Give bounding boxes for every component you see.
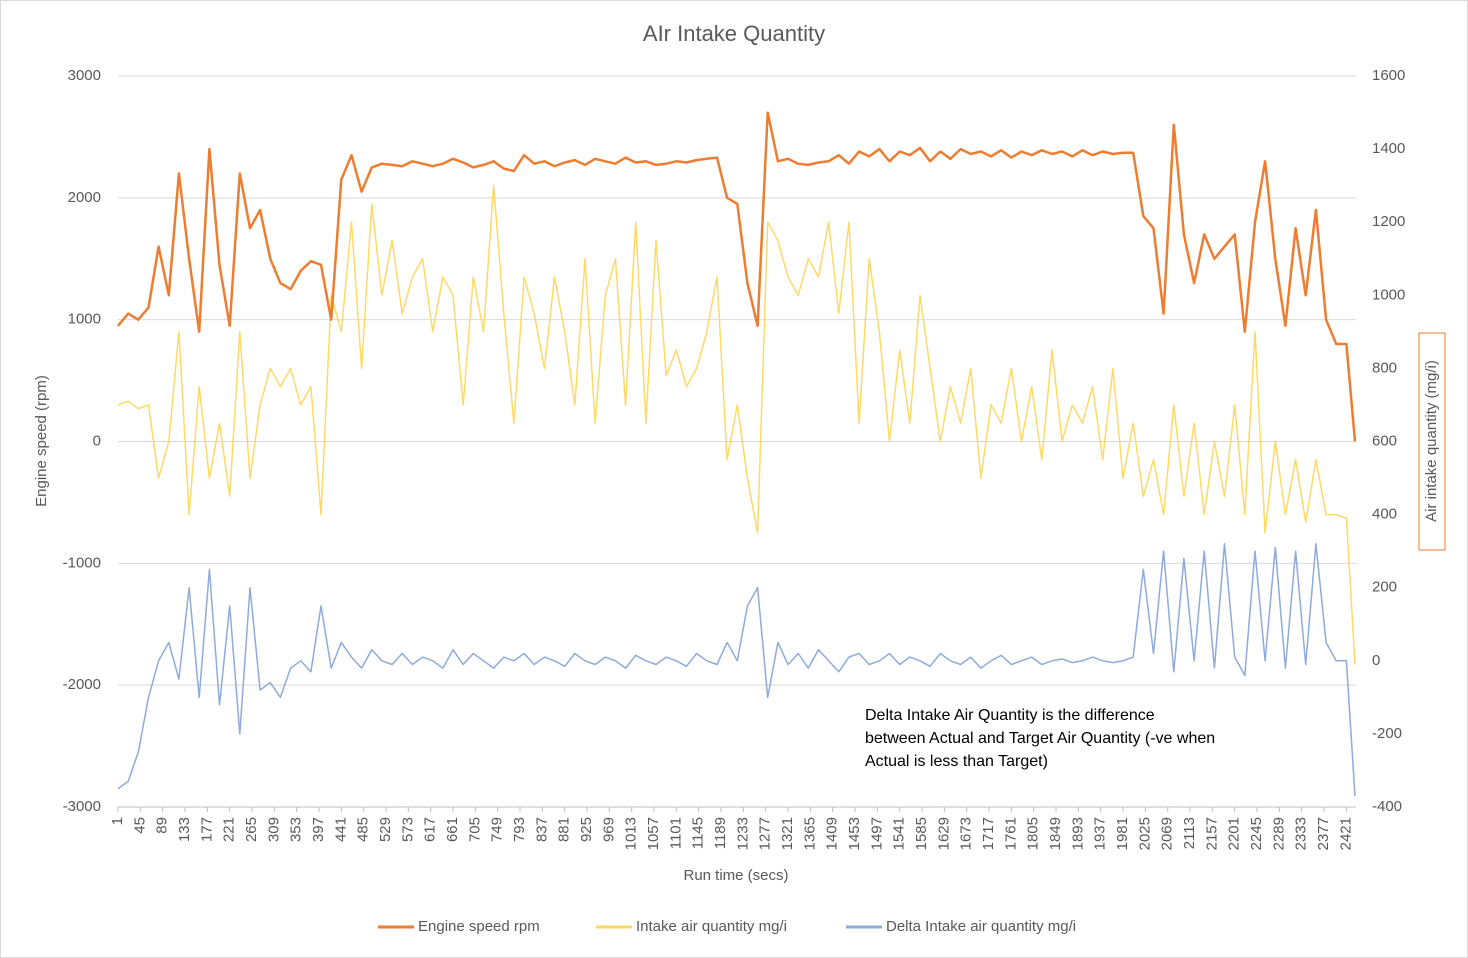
x-tick-label: 1541 — [891, 817, 908, 850]
x-tick-label: 221 — [221, 817, 238, 842]
legend-label: Delta Intake air quantity mg/i — [886, 918, 1076, 935]
x-tick-label: 2113 — [1181, 817, 1198, 849]
y-tick-label: 3000 — [68, 67, 101, 84]
x-tick-label: 1849 — [1047, 817, 1064, 850]
x-tick-label: 2201 — [1226, 817, 1243, 850]
x-tick-label: 1629 — [935, 817, 952, 850]
y-tick-label: -2000 — [63, 676, 101, 693]
y2-tick-label: 800 — [1372, 359, 1397, 376]
y2-tick-label: 600 — [1372, 432, 1397, 449]
x-tick-label: 309 — [265, 817, 282, 842]
y2-tick-label: 200 — [1372, 579, 1397, 596]
x-tick-label: 1365 — [801, 817, 818, 850]
y2-tick-label: 400 — [1372, 506, 1397, 523]
x-tick-label: 837 — [533, 817, 550, 842]
x-tick-label: 441 — [332, 817, 349, 842]
x-tick-label: 705 — [466, 817, 483, 842]
x-tick-label: 1057 — [645, 817, 662, 850]
y-tick-label: 2000 — [68, 189, 101, 206]
y2-tick-label: 1200 — [1372, 213, 1405, 230]
x-tick-label: 1101 — [667, 817, 684, 849]
y-tick-label: 0 — [93, 432, 101, 449]
x-tick-label: 617 — [422, 817, 439, 842]
x-tick-label: 2421 — [1337, 817, 1354, 850]
x-tick-label: 353 — [288, 817, 305, 842]
x-tick-label: 1673 — [958, 817, 975, 850]
x-tick-label: 925 — [578, 817, 595, 842]
x-tick-label: 529 — [377, 817, 394, 842]
y2-axis-label: Air intake quantity (mg/i) — [1423, 360, 1440, 522]
x-tick-label: 89 — [154, 817, 171, 834]
y2-tick-label: -200 — [1372, 725, 1402, 742]
annotation: Actual is less than Target) — [865, 753, 1048, 770]
legend-label: Intake air quantity mg/i — [636, 918, 787, 935]
x-tick-label: 793 — [511, 817, 528, 842]
x-tick-label: 1981 — [1114, 817, 1131, 850]
x-tick-label: 1717 — [980, 817, 997, 850]
x-tick-label: 1497 — [868, 817, 885, 850]
y2-tick-label: 1000 — [1372, 286, 1405, 303]
x-tick-label: 1233 — [734, 817, 751, 850]
x-tick-label: 45 — [131, 817, 148, 834]
x-tick-label: 1321 — [779, 817, 796, 850]
chart-title: AIr Intake Quantity — [643, 21, 825, 46]
y2-axis-label-box — [1418, 332, 1446, 551]
x-tick-label: 1937 — [1092, 817, 1109, 850]
x-tick-label: 2289 — [1270, 817, 1287, 850]
y2-tick-label: 1600 — [1372, 67, 1405, 84]
x-tick-label: 485 — [355, 817, 372, 842]
x-tick-label: 1761 — [1002, 817, 1019, 850]
annotation: Delta Intake Air Quantity is the differe… — [865, 707, 1155, 724]
y2-tick-label: 1400 — [1372, 140, 1405, 157]
x-tick-label: 1189 — [712, 817, 729, 849]
series-line — [117, 111, 1357, 442]
x-tick-label: 1453 — [846, 817, 863, 850]
x-tick-label: 2245 — [1248, 817, 1265, 850]
x-axis-label: Run time (secs) — [683, 867, 788, 884]
x-tick-label: 2333 — [1293, 817, 1310, 850]
x-tick-label: 397 — [310, 817, 327, 842]
y2-tick-label: 0 — [1372, 652, 1380, 669]
x-tick-label: 1 — [109, 817, 126, 825]
series-line — [117, 543, 1356, 797]
x-tick-label: 749 — [489, 817, 506, 842]
x-tick-label: 881 — [556, 817, 573, 842]
annotation: between Actual and Target Air Quantity (… — [865, 730, 1215, 747]
y2-tick-label: -400 — [1372, 798, 1402, 815]
x-tick-label: 177 — [198, 817, 215, 842]
x-tick-label: 1013 — [623, 817, 640, 850]
x-tick-label: 573 — [399, 817, 416, 842]
x-tick-label: 2069 — [1159, 817, 1176, 850]
y-tick-label: 1000 — [68, 311, 101, 328]
x-tick-label: 1585 — [913, 817, 930, 850]
x-tick-label: 969 — [600, 817, 617, 842]
x-tick-label: 265 — [243, 817, 260, 842]
y-tick-label: -3000 — [63, 798, 101, 815]
series-line — [117, 184, 1356, 665]
x-tick-label: 2025 — [1136, 817, 1153, 850]
x-tick-label: 1145 — [690, 817, 707, 849]
x-tick-label: 1893 — [1069, 817, 1086, 850]
x-tick-label: 661 — [444, 817, 461, 842]
x-tick-label: 1409 — [824, 817, 841, 850]
x-tick-label: 1277 — [757, 817, 774, 850]
y-tick-label: -1000 — [63, 554, 101, 571]
x-tick-label: 1805 — [1025, 817, 1042, 850]
y-axis-label: Engine speed (rpm) — [33, 375, 50, 507]
x-tick-label: 2157 — [1203, 817, 1220, 850]
legend-label: Engine speed rpm — [418, 918, 540, 935]
x-tick-label: 133 — [176, 817, 193, 842]
x-tick-label: 2377 — [1315, 817, 1332, 850]
